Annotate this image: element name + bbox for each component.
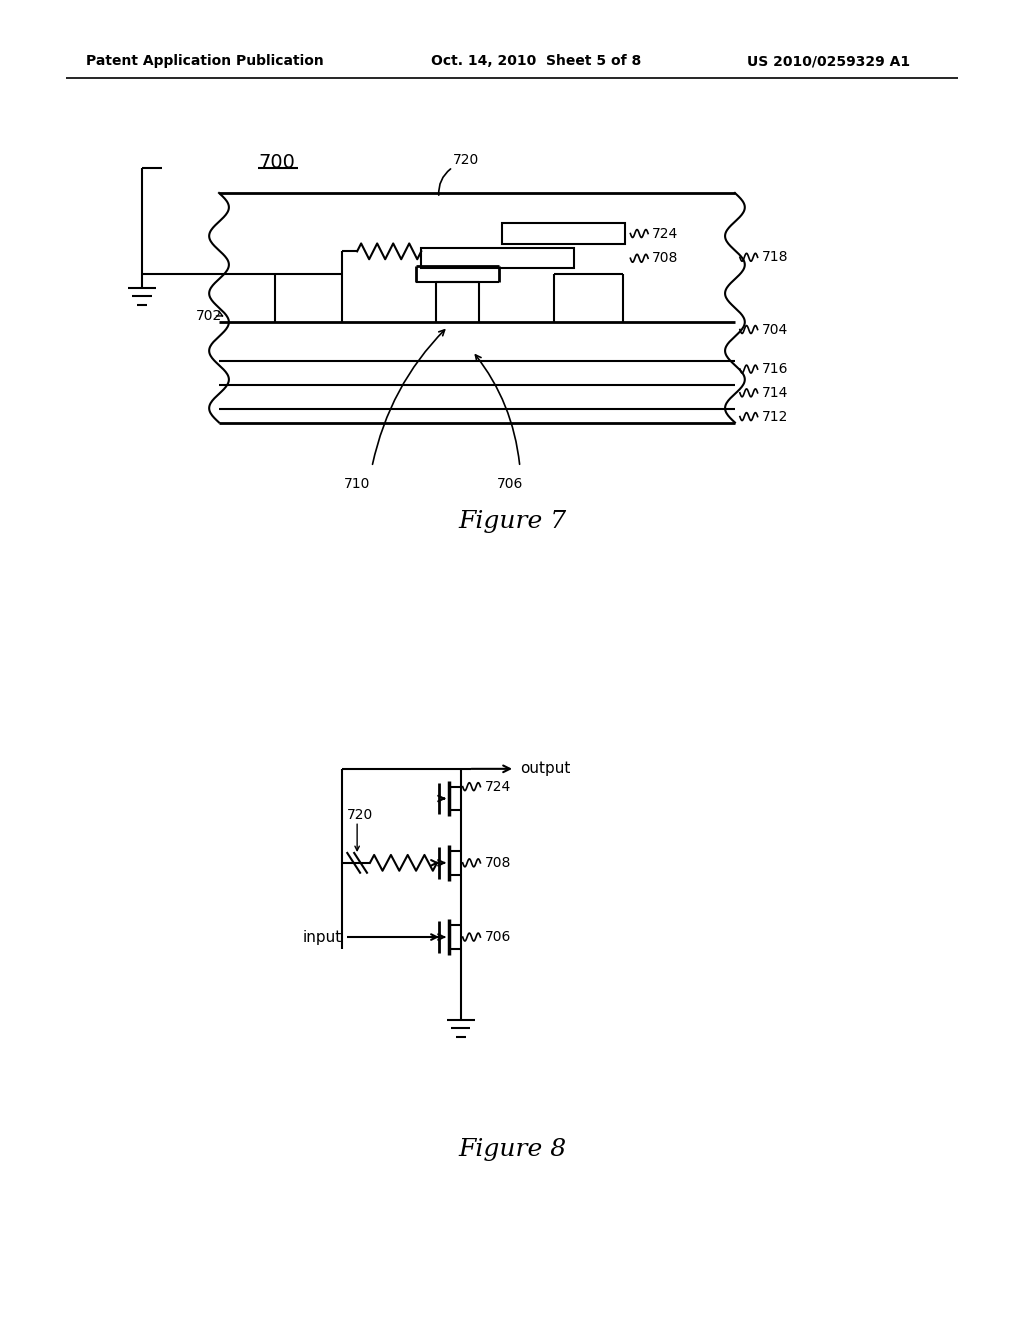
Text: 712: 712 (762, 409, 787, 424)
Bar (421, 248, 574, 268)
Text: 714: 714 (762, 385, 787, 400)
Text: 720: 720 (347, 808, 374, 822)
Text: 706: 706 (484, 931, 511, 944)
Text: 724: 724 (484, 780, 511, 793)
Text: 718: 718 (762, 251, 788, 264)
Text: 708: 708 (652, 251, 679, 265)
Bar (502, 223, 626, 244)
Text: US 2010/0259329 A1: US 2010/0259329 A1 (746, 54, 910, 69)
Text: Figure 7: Figure 7 (458, 510, 566, 533)
Text: 704: 704 (762, 322, 787, 337)
Text: 700: 700 (258, 153, 295, 173)
Text: 708: 708 (484, 855, 511, 870)
Text: input: input (303, 929, 342, 945)
Text: 720: 720 (453, 153, 479, 168)
Text: 724: 724 (652, 227, 678, 240)
Text: 716: 716 (762, 362, 788, 376)
Text: Patent Application Publication: Patent Application Publication (86, 54, 324, 69)
Text: 702: 702 (196, 309, 222, 322)
Text: output: output (520, 762, 570, 776)
Text: Oct. 14, 2010  Sheet 5 of 8: Oct. 14, 2010 Sheet 5 of 8 (431, 54, 641, 69)
Text: 706: 706 (497, 477, 523, 491)
Text: Figure 8: Figure 8 (458, 1138, 566, 1162)
Text: 710: 710 (344, 477, 371, 491)
